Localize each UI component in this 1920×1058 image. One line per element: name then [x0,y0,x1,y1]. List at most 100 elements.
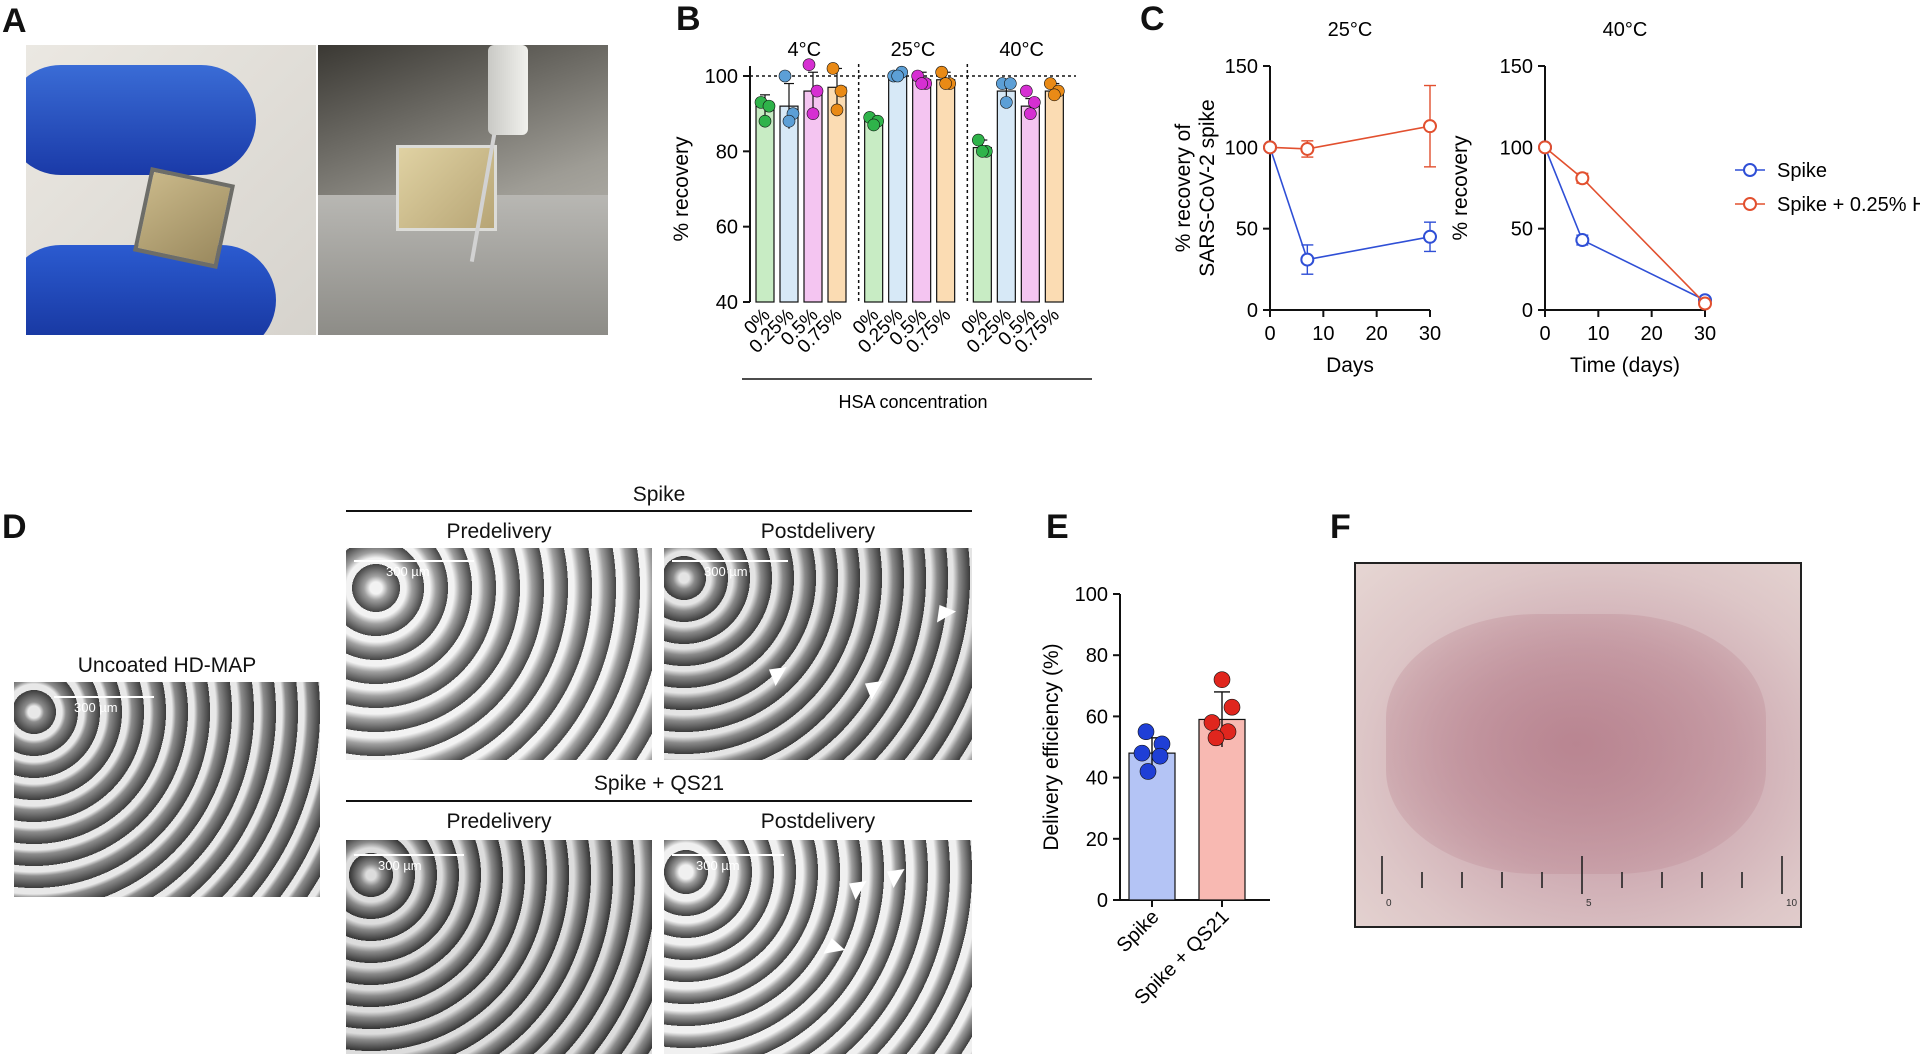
data-point [759,115,771,127]
y-axis-label: % recovery [670,136,693,242]
chart-title: 40°C [1603,19,1648,41]
uncoated-label: Uncoated HD-MAP [14,654,320,678]
arrowhead-marker [881,862,904,888]
data-point [1424,231,1436,243]
data-point [1000,96,1012,108]
qs21-predelivery-label: Predelivery [346,810,652,834]
data-point [827,62,839,74]
bar [973,148,991,302]
sem-spike-predelivery: 300 µm [346,548,652,760]
y-tick-label: 0 [1097,890,1108,912]
y-tick-label: 100 [1225,137,1258,159]
bar [804,91,822,302]
y-tick-label: 0 [1522,300,1533,322]
glove-finger-top [26,65,256,175]
data-point [831,104,843,116]
data-point [1576,234,1588,246]
scale-bar [672,854,784,856]
x-tick-label: Spike [1113,906,1164,957]
sem-qs21-predelivery: 300 µm [346,840,652,1054]
sem-spike-postdelivery: 300 µm [664,548,972,760]
y-tick-label: 50 [1511,219,1533,241]
scale-bar [54,696,154,698]
data-point [1024,108,1036,120]
data-point [783,115,795,127]
arrowhead-marker [930,599,956,622]
data-point [1699,297,1711,309]
x-axis-label: Time (days) [1570,354,1680,377]
data-point [1576,172,1588,184]
data-point [835,85,847,97]
sem-qs21-postdelivery: 300 µm [664,840,972,1054]
panel-e-letter: E [1046,508,1069,547]
data-point [940,78,952,90]
microarray-patch [133,167,235,269]
scale-label: 300 µm [74,700,118,715]
data-point [976,145,988,157]
data-point [1152,748,1168,764]
x-tick-label: 20 [1366,323,1388,345]
arrowhead-marker [859,674,882,700]
panel-f-letter: F [1330,508,1351,547]
ruler-label: 10 [1786,898,1798,909]
series-line [1545,147,1705,303]
spike-qs21-group-line [346,800,972,802]
panel-a-photo-applicator [318,45,608,335]
y-tick-label: 100 [1500,137,1533,159]
y-tick-label: 50 [1236,219,1258,241]
series-line [1270,126,1430,149]
bar [1045,91,1063,302]
data-point [1208,730,1224,746]
data-point [803,59,815,71]
bar [1021,106,1039,302]
data-point [807,108,819,120]
data-point [779,70,791,82]
panel-d-letter: D [2,508,27,547]
data-point [1301,143,1313,155]
sem-uncoated: 300 µm [14,682,320,897]
bar [756,106,774,302]
data-point [1028,96,1040,108]
arrowhead-marker [821,936,845,954]
legend-label: Spike + 0.25% HSA [1777,194,1920,216]
x-tick-label: 10 [1312,323,1334,345]
spike-qs21-group-title: Spike + QS21 [346,772,972,796]
x-tick-label: 0 [1264,323,1275,345]
chart-c-40c: 40°C 0 50 100 150 0 10 20 30 Time (days) % recover… [1440,10,1920,390]
spike-postdelivery-label: Postdelivery [664,520,972,544]
bar [997,91,1015,302]
legend-marker [1744,164,1756,176]
y-tick-label: 0 [1247,300,1258,322]
data-point [1020,85,1032,97]
x-axis-label: Days [1326,354,1374,377]
y-axis-label: Delivery efficiency (%) [1040,643,1063,850]
y-tick-label: 100 [1075,584,1108,606]
ruler: 0 5 10 [1356,564,1800,926]
y-tick-label: 60 [716,217,738,239]
spike-predelivery-label: Predelivery [346,520,652,544]
y-tick-label: 100 [705,66,738,88]
y-tick-label: 40 [716,292,738,314]
y-tick-label: 80 [716,141,738,163]
data-point [972,134,984,146]
panel-a-photo-gloved-hand [26,45,316,335]
spike-group-title: Spike [346,483,972,507]
data-point [1140,763,1156,779]
ruler-label: 0 [1386,898,1392,909]
x-tick-label: 30 [1694,323,1716,345]
data-point [1204,715,1220,731]
arrowhead-marker [763,660,786,686]
bar [889,76,907,302]
glove-finger-bottom [26,245,276,335]
scale-label: 300 µm [386,564,430,579]
bar [865,121,883,302]
data-point [1424,120,1436,132]
group-title: 40°C [999,39,1044,61]
x-tick-label: 0 [1539,323,1550,345]
data-point [1301,254,1313,266]
x-axis-label: HSA concentration [838,392,987,412]
series-line [1545,147,1705,300]
legend-label: Spike [1777,160,1827,182]
spike-group-line [346,510,972,512]
y-tick-label: 150 [1500,56,1533,78]
